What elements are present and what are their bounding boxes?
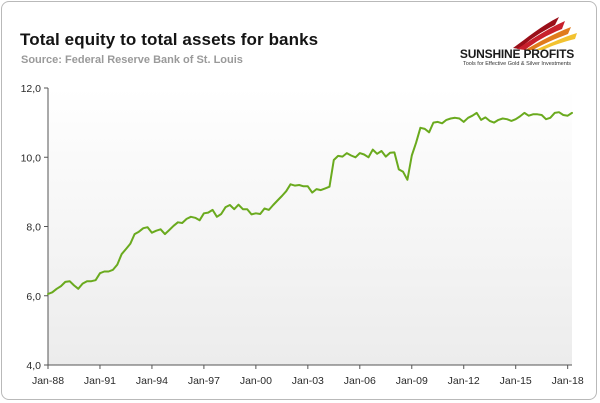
series-line-equity-to-assets — [47, 111, 573, 295]
logo-name: SUNSHINE PROFITS — [452, 47, 582, 61]
x-tick-label: Jan-09 — [396, 375, 428, 387]
logo-swoosh-red — [517, 21, 565, 50]
x-tick-label: Jan-88 — [32, 375, 64, 387]
logo-tagline: Tools for Effective Gold & Silver Invest… — [462, 61, 572, 67]
y-tick-label: 8,0 — [26, 222, 41, 234]
sunshine-profits-logo-mark — [513, 17, 577, 50]
y-tick-label: 4,0 — [26, 360, 41, 372]
chart-source: Source: Federal Reserve Bank of St. Loui… — [21, 54, 243, 66]
plot-area — [48, 88, 572, 365]
x-tick-label: Jan-03 — [292, 375, 324, 387]
x-tick-label: Jan-15 — [500, 375, 532, 387]
y-tick-label: 10,0 — [21, 152, 42, 164]
y-tick-label: 6,0 — [26, 291, 41, 303]
x-tick-label: Jan-91 — [84, 375, 116, 387]
x-tick-label: Jan-00 — [240, 375, 272, 387]
y-tick-label: 12,0 — [21, 83, 42, 95]
x-tick-label: Jan-97 — [188, 375, 220, 387]
chart-title: Total equity to total assets for banks — [20, 30, 319, 49]
x-tick-label: Jan-18 — [552, 375, 584, 387]
x-tick-label: Jan-06 — [344, 375, 376, 387]
x-axis: Jan-88 Jan-91 Jan-94 Jan-97 Jan-00 Jan-03 Jan-… — [32, 365, 584, 387]
logo-name-part2: PROFITS — [523, 47, 575, 61]
x-tick-label: Jan-94 — [136, 375, 168, 387]
logo-swoosh-orange — [525, 27, 571, 50]
logo-swoosh-dark — [513, 17, 559, 49]
y-axis: 4,0 6,0 8,0 10,0 12,0 — [21, 83, 48, 372]
logo-swoosh-yellow — [535, 33, 577, 50]
x-tick-label: Jan-12 — [448, 375, 480, 387]
logo-name-part1: SUNSHINE — [459, 47, 521, 61]
